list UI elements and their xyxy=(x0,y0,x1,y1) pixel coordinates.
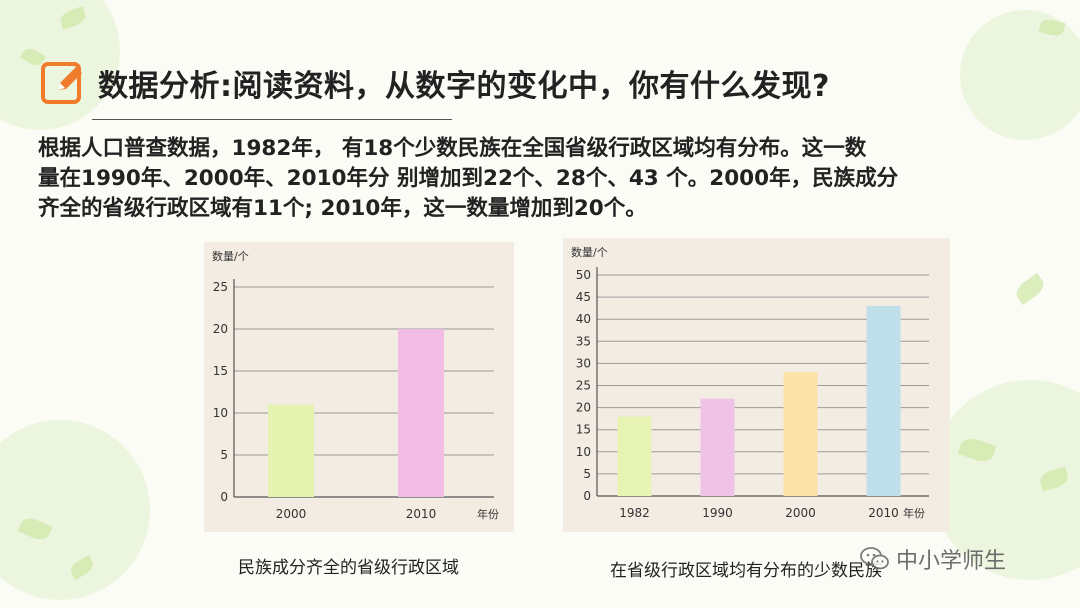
y-tick-label: 5 xyxy=(220,448,228,462)
y-tick-label: 40 xyxy=(576,312,591,326)
y-tick-label: 15 xyxy=(213,364,228,378)
body-line: 根据人口普查数据，1982年， 有18个少数民族在全国省级行政区域均有分布。这一… xyxy=(38,136,867,161)
caption-right: 在省级行政区域均有分布的少数民族 xyxy=(610,561,882,581)
chart-right-panel: 数量/个 0 5 10 15 20 25 30 35 40 45 50 1982 1990 2000 2010… xyxy=(563,238,950,532)
wechat-icon xyxy=(860,547,889,570)
y-tick-label: 15 xyxy=(576,423,591,437)
body-line: 齐全的省级行政区域有11个; 2010年，这一数量增加到20个。 xyxy=(38,196,647,221)
x-tick-label: 2000 xyxy=(276,507,307,521)
bar-1982 xyxy=(617,416,652,496)
caption-left: 民族成分齐全的省级行政区域 xyxy=(238,558,459,578)
page-title: 数据分析:阅读资料，从数字的变化中，你有什么发现? xyxy=(98,69,830,104)
y-tick-label: 5 xyxy=(583,467,591,481)
chart-left: 数量/个 0 5 10 15 20 25 2000 2010 年份 xyxy=(212,250,499,521)
y-tick-label: 10 xyxy=(576,445,591,459)
watermark: 中小学师生 xyxy=(860,543,1006,575)
body-paragraph: 根据人口普查数据，1982年， 有18个少数民族在全国省级行政区域均有分布。这一… xyxy=(38,134,1048,224)
y-tick-label: 20 xyxy=(213,322,228,336)
chart-right: 数量/个 0 5 10 15 20 25 30 35 40 45 50 1982 1990 2000 2010… xyxy=(571,246,929,520)
title-row: 数据分析:阅读资料，从数字的变化中，你有什么发现? xyxy=(40,60,830,106)
y-tick-label: 35 xyxy=(576,334,591,348)
y-tick-label: 45 xyxy=(576,290,591,304)
bar-2010 xyxy=(866,305,901,496)
x-tick-label: 2010 xyxy=(868,506,899,520)
x-tick-label: 1990 xyxy=(702,506,733,520)
watermark-text: 中小学师生 xyxy=(896,549,1007,574)
edit-icon xyxy=(41,62,82,104)
x-tick-label: 1982 xyxy=(619,506,650,520)
y-tick-label: 0 xyxy=(220,490,228,504)
y-tick-label: 0 xyxy=(583,489,591,503)
x-tick-label: 2010 xyxy=(406,507,437,521)
body-line: 量在1990年、2000年、2010年分 别增加到22个、28个、43 个。20… xyxy=(38,166,899,191)
y-tick-label: 30 xyxy=(576,356,591,370)
x-axis-label: 年份 xyxy=(477,507,499,521)
x-axis-label: 年份 xyxy=(903,506,925,520)
bar-2000 xyxy=(268,404,314,497)
y-tick-label: 20 xyxy=(576,401,591,415)
chart-left-panel: 数量/个 0 5 10 15 20 25 2000 2010 年份 xyxy=(204,242,514,532)
bar-1990 xyxy=(700,398,735,496)
y-tick-label: 25 xyxy=(576,379,591,393)
y-axis-label: 数量/个 xyxy=(212,250,249,263)
title-underline xyxy=(92,119,452,120)
y-tick-label: 10 xyxy=(213,406,228,420)
y-axis-label: 数量/个 xyxy=(571,246,608,259)
bar-2010 xyxy=(398,329,444,497)
x-tick-label: 2000 xyxy=(785,506,816,520)
bar-2000 xyxy=(783,372,818,496)
y-tick-label: 25 xyxy=(213,280,228,294)
y-tick-label: 50 xyxy=(576,268,591,282)
